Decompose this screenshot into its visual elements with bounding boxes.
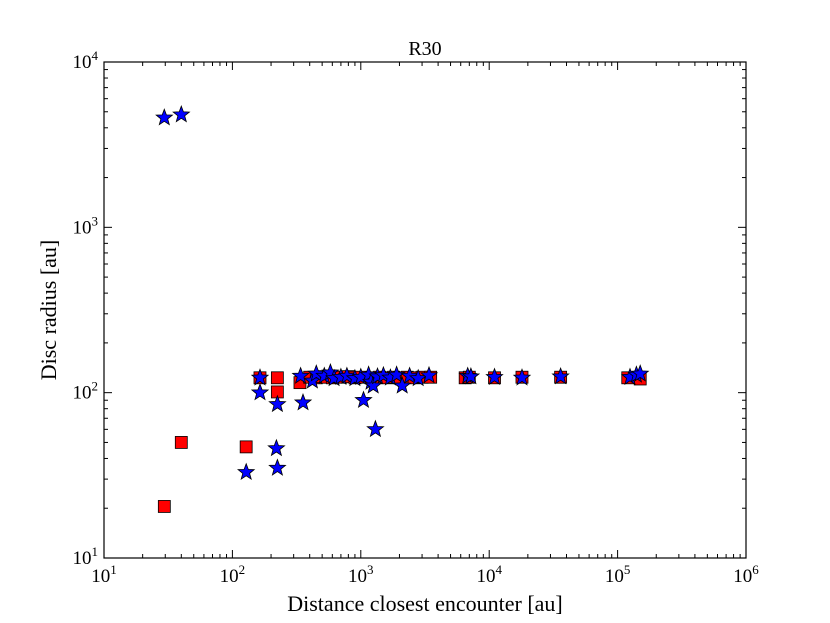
star-marker	[268, 458, 287, 476]
star-marker	[393, 376, 412, 394]
star-marker	[337, 366, 357, 384]
star-marker	[237, 462, 256, 481]
star-marker	[155, 108, 174, 126]
star-marker	[366, 419, 385, 438]
data-points	[155, 105, 650, 513]
axis-ticks: 101 102 103 104 105 106 101 102 103 104	[73, 48, 760, 587]
star-marker	[419, 365, 439, 384]
x-tick-label: 101	[91, 562, 117, 587]
x-tick-label: 105	[605, 562, 631, 587]
square-marker	[174, 436, 188, 449]
square-marker	[157, 500, 171, 513]
star-marker	[291, 366, 310, 384]
star-marker	[250, 383, 270, 401]
y-tick-label: 103	[73, 213, 99, 238]
y-tick-label: 104	[73, 48, 99, 73]
star-marker	[250, 368, 270, 386]
y-tick-label: 101	[73, 544, 99, 569]
square-marker	[270, 371, 284, 385]
x-tick-label: 106	[733, 562, 759, 587]
star-marker	[172, 105, 191, 123]
square-marker	[239, 440, 253, 454]
star-marker	[354, 390, 373, 409]
star-marker	[387, 365, 406, 383]
star-marker	[631, 364, 650, 382]
x-tick-label: 103	[348, 562, 374, 587]
x-tick-label: 104	[476, 562, 502, 587]
star-marker	[485, 367, 504, 386]
star-marker	[461, 366, 481, 385]
star-marker	[400, 366, 419, 384]
x-tick-label: 102	[220, 562, 246, 587]
star-marker	[512, 368, 532, 386]
star-marker	[267, 438, 286, 457]
star-marker	[359, 365, 378, 383]
star-marker	[364, 376, 383, 394]
y-axis-label: Disc radius [au]	[36, 240, 61, 381]
star-marker	[551, 366, 570, 385]
x-axis-label: Distance closest encounter [au]	[287, 591, 563, 616]
chart-title: R30	[408, 38, 441, 60]
star-marker	[293, 393, 313, 411]
star-marker	[268, 394, 287, 413]
plot-frame	[103, 61, 747, 559]
y-tick-label: 102	[73, 379, 99, 404]
